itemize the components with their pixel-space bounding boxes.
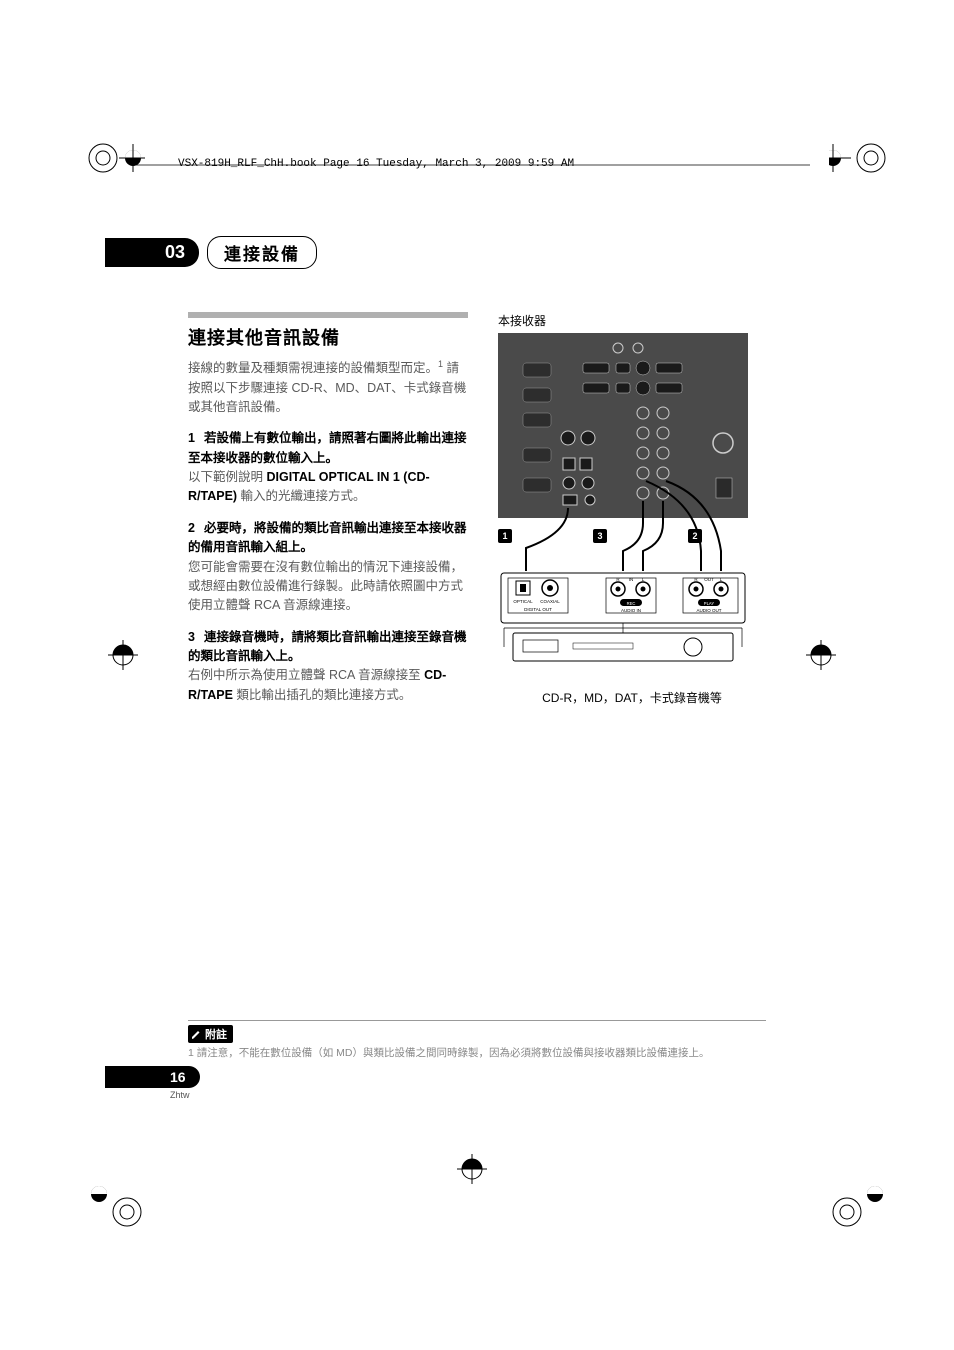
page-number: 16	[105, 1066, 200, 1088]
svg-text:IN: IN	[629, 577, 634, 582]
crop-mark-icon	[108, 640, 148, 680]
svg-text:1: 1	[502, 531, 507, 541]
crop-mark-icon	[829, 140, 869, 180]
section-intro: 接線的數量及種類需視連接的設備類型而定。1 請按照以下步驟連接 CD-R、MD、…	[188, 358, 468, 417]
note-badge: 附註	[188, 1025, 233, 1043]
svg-text:OPTICAL: OPTICAL	[513, 599, 533, 604]
crop-mark-icon	[457, 1154, 497, 1194]
step-body: 以下範例說明 DIGITAL OPTICAL IN 1 (CD-R/TAPE) …	[188, 468, 468, 507]
connection-diagram: 1 3 2	[498, 333, 748, 683]
footnote-divider	[188, 1020, 766, 1021]
intro-text-a: 接線的數量及種類需視連接的設備類型而定。	[188, 361, 438, 375]
step-title-text: 必要時，將設備的類比音訊輸出連接至本接收器的備用音訊輸入組上。	[188, 521, 467, 554]
page: VSX-819H_RLF_ChH.book Page 16 Tuesday, M…	[0, 0, 954, 1350]
crop-mark-icon	[85, 140, 125, 180]
crop-mark-icon	[85, 1170, 125, 1210]
step-heading: 2必要時，將設備的類比音訊輸出連接至本接收器的備用音訊輸入組上。	[188, 519, 468, 558]
footnote-text: 1 請注意，不能在數位設備（如 MD）與類比設備之間同時錄製，因為必須將數位設備…	[188, 1045, 766, 1060]
diagram-caption-top: 本接收器	[498, 312, 766, 329]
note-label: 附註	[205, 1026, 227, 1042]
step-title-text: 若設備上有數位輸出，請照著右圖將此輸出連接至本接收器的數位輸入上。	[188, 431, 467, 464]
step-heading: 1若設備上有數位輸出，請照著右圖將此輸出連接至本接收器的數位輸入上。	[188, 429, 468, 468]
pencil-icon	[190, 1028, 202, 1040]
right-column: 本接收器	[498, 312, 766, 706]
page-footer: 16 Zhtw	[105, 1066, 200, 1100]
chapter-header: 03 連接設備	[105, 236, 849, 269]
running-header: VSX-819H_RLF_ChH.book Page 16 Tuesday, M…	[178, 158, 574, 170]
chapter-title: 連接設備	[207, 236, 317, 269]
svg-text:AUDIO OUT: AUDIO OUT	[696, 608, 721, 613]
page-lang: Zhtw	[170, 1090, 200, 1100]
content-area: 連接其他音訊設備 接線的數量及種類需視連接的設備類型而定。1 請按照以下步驟連接…	[188, 312, 766, 706]
step-number: 3	[188, 628, 204, 647]
left-column: 連接其他音訊設備 接線的數量及種類需視連接的設備類型而定。1 請按照以下步驟連接…	[188, 312, 468, 706]
svg-text:3: 3	[597, 531, 602, 541]
step-title-text: 連接錄音機時，請將類比音訊輸出連接至錄音機的類比音訊輸入上。	[188, 630, 467, 663]
svg-text:COAXIAL: COAXIAL	[540, 599, 560, 604]
footnote-area: 附註 1 請注意，不能在數位設備（如 MD）與類比設備之間同時錄製，因為必須將數…	[188, 1020, 766, 1060]
svg-text:REC: REC	[627, 601, 636, 606]
svg-text:PLAY: PLAY	[704, 601, 715, 606]
crop-mark-icon	[829, 1170, 869, 1210]
step-number: 2	[188, 519, 204, 538]
section-title: 連接其他音訊設備	[188, 324, 468, 350]
step-body: 您可能會需要在沒有數位輸出的情況下連接設備，或想經由數位設備進行錄製。此時請依照…	[188, 558, 468, 616]
footnote-ref: 1	[438, 359, 443, 369]
crop-mark-icon	[806, 640, 846, 680]
svg-text:OUT: OUT	[704, 577, 714, 582]
chapter-number-tab: 03	[105, 238, 199, 267]
step-heading: 3連接錄音機時，請將類比音訊輸出連接至錄音機的類比音訊輸入上。	[188, 628, 468, 667]
svg-text:DIGITAL OUT: DIGITAL OUT	[524, 607, 552, 612]
step-body: 右例中所示為使用立體聲 RCA 音源線接至 CD-R/TAPE 類比輸出插孔的類…	[188, 666, 468, 705]
section-divider	[188, 312, 468, 318]
diagram-caption-bottom: CD-R，MD，DAT，卡式錄音機等	[498, 689, 766, 706]
svg-text:AUDIO IN: AUDIO IN	[621, 608, 641, 613]
step-number: 1	[188, 429, 204, 448]
